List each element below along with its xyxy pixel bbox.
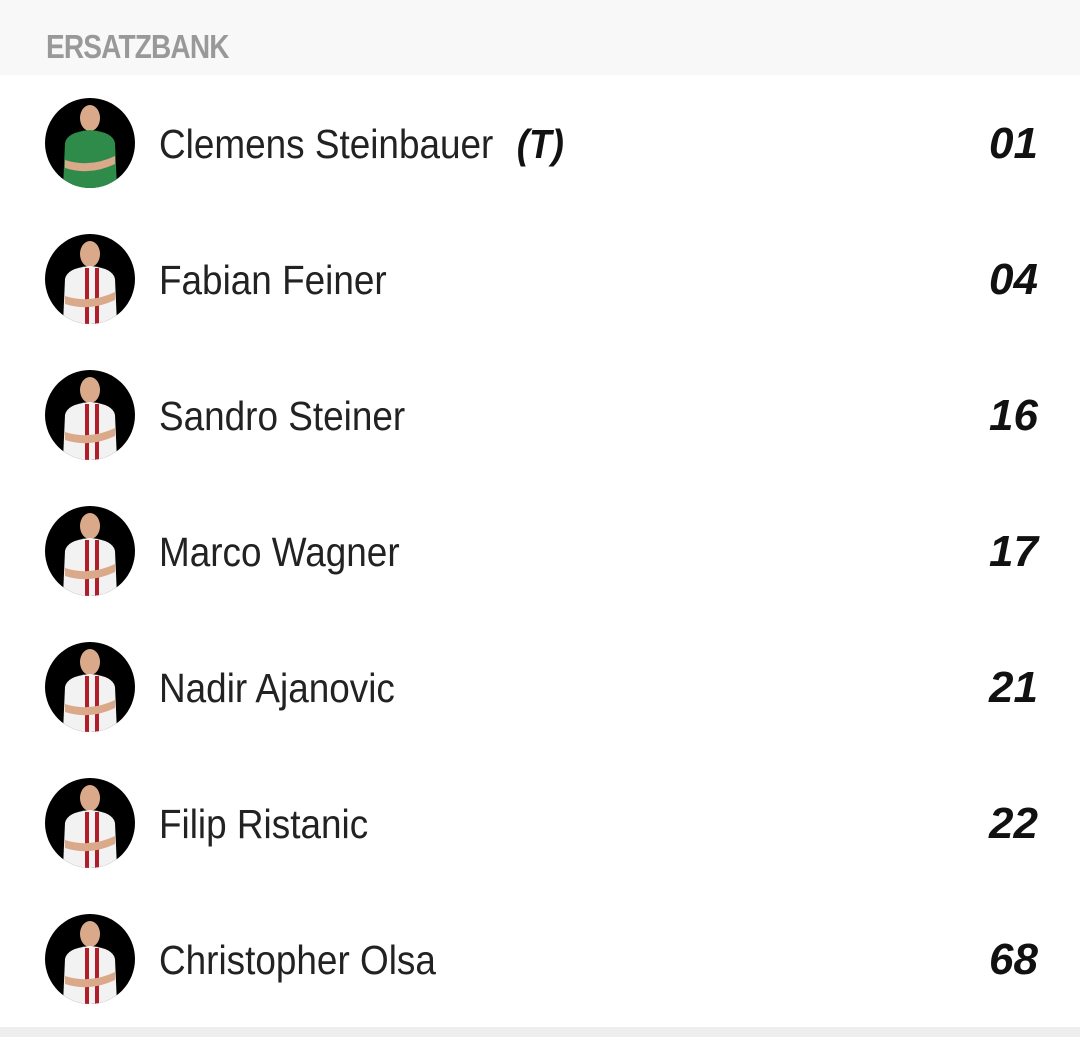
player-avatar [45,234,135,324]
player-row[interactable]: Marco Wagner 17 [0,483,1080,619]
player-number: 16 [989,391,1038,440]
footer-divider [0,1027,1080,1037]
player-number: 68 [989,935,1038,984]
player-name: Sandro Steiner [159,393,406,439]
player-avatar [45,778,135,868]
player-photo-icon [63,649,117,732]
player-avatar [45,370,135,460]
goalkeeper-tag: (T) [516,121,564,167]
player-number: 17 [989,527,1038,576]
player-number: 21 [989,663,1038,712]
player-photo-icon [63,241,117,324]
player-photo-icon [63,785,117,868]
player-row[interactable]: Sandro Steiner 16 [0,347,1080,483]
player-photo-icon [63,105,117,188]
player-name: Christopher Olsa [159,937,436,983]
section-header: ERSATZBANK [0,0,1080,75]
player-name: Filip Ristanic [159,801,369,847]
player-row[interactable]: Christopher Olsa 68 [0,891,1080,1027]
player-number: 22 [989,799,1038,848]
player-name: Nadir Ajanovic [159,665,395,711]
player-name: Clemens Steinbauer [159,121,494,167]
player-number: 04 [989,255,1038,304]
player-avatar [45,914,135,1004]
player-name: Fabian Feiner [159,257,387,303]
player-row[interactable]: Fabian Feiner 04 [0,211,1080,347]
player-row[interactable]: Nadir Ajanovic 21 [0,619,1080,755]
player-avatar [45,98,135,188]
player-avatar [45,506,135,596]
player-row[interactable]: Clemens Steinbauer (T) 01 [0,75,1080,211]
player-list: Clemens Steinbauer (T) 01 Fabian Feiner 0… [0,75,1080,1027]
player-avatar [45,642,135,732]
player-row[interactable]: Filip Ristanic 22 [0,755,1080,891]
player-photo-icon [63,377,117,460]
player-photo-icon [63,513,117,596]
section-title: ERSATZBANK [46,28,230,65]
player-photo-icon [63,921,117,1004]
player-number: 01 [989,119,1038,168]
player-name: Marco Wagner [159,529,400,575]
